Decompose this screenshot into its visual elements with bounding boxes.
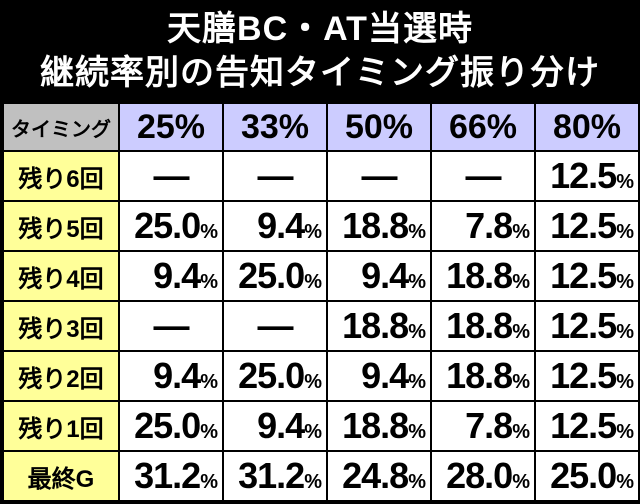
header-cell: 80%	[534, 102, 640, 152]
value-cell: 7.8%	[430, 200, 536, 252]
percent-sign: %	[304, 421, 322, 443]
value-cell: 9.4%	[222, 400, 328, 452]
value-cell: —	[222, 300, 328, 352]
table-row: 残り3回 — —18.8% 18.8% 12.5%	[2, 300, 640, 352]
percent-sign: %	[512, 421, 530, 443]
percent-sign: %	[512, 471, 530, 493]
value-cell: 18.8%	[326, 400, 432, 452]
value-cell: 9.4%	[326, 250, 432, 302]
percent-sign: %	[304, 271, 322, 293]
value-cell: 9.4%	[118, 350, 224, 402]
table-row: 残り6回 — — — —12.5%	[2, 150, 640, 202]
percent-sign: %	[408, 271, 426, 293]
percent-sign: %	[616, 371, 634, 393]
value-cell: 31.2%	[118, 450, 224, 502]
percent-sign: %	[512, 221, 530, 243]
title-line: 天膳BC・AT当選時	[167, 10, 473, 48]
table-row: 最終G 31.2% 31.2% 24.8% 28.0% 25.0%	[2, 450, 640, 502]
table: タイミング 25% 33% 50% 66% 80% 残り6回 — — — —12.5% 残り5回 25.…	[2, 102, 640, 502]
value-cell: —	[118, 300, 224, 352]
value-cell: 12.5%	[534, 200, 640, 252]
value-cell: 18.8%	[430, 300, 536, 352]
value-cell: 18.8%	[326, 200, 432, 252]
row-label: 残り3回	[2, 300, 120, 352]
table-row: 残り4回 9.4% 25.0% 9.4% 18.8% 12.5%	[2, 250, 640, 302]
header-cell: 33%	[222, 102, 328, 152]
percent-sign: %	[408, 221, 426, 243]
row-label: 最終G	[2, 450, 120, 502]
value-cell: 9.4%	[222, 200, 328, 252]
percent-sign: %	[408, 471, 426, 493]
value-cell: 7.8%	[430, 400, 536, 452]
value-cell: —	[326, 150, 432, 202]
value-cell: 31.2%	[222, 450, 328, 502]
value-cell: 28.0%	[430, 450, 536, 502]
percent-sign: %	[616, 421, 634, 443]
value-cell: 12.5%	[534, 350, 640, 402]
value-cell: 25.0%	[222, 250, 328, 302]
header-row: タイミング 25% 33% 50% 66% 80%	[2, 102, 640, 152]
value-cell: 18.8%	[326, 300, 432, 352]
value-cell: 12.5%	[534, 250, 640, 302]
row-label: 残り1回	[2, 400, 120, 452]
table-row: 残り1回 25.0% 9.4% 18.8% 7.8% 12.5%	[2, 400, 640, 452]
percent-sign: %	[304, 221, 322, 243]
value-cell: 9.4%	[118, 250, 224, 302]
title-block: 天膳BC・AT当選時 継続率別の告知タイミング振り分け	[0, 0, 640, 102]
value-cell: 9.4%	[326, 350, 432, 402]
value-cell: 25.0%	[534, 450, 640, 502]
percent-sign: %	[200, 421, 218, 443]
percent-sign: %	[512, 321, 530, 343]
percent-sign: %	[200, 471, 218, 493]
value-cell: 12.5%	[534, 150, 640, 202]
percent-sign: %	[616, 221, 634, 243]
value-cell: 25.0%	[222, 350, 328, 402]
value-cell: 24.8%	[326, 450, 432, 502]
percent-sign: %	[408, 421, 426, 443]
header-cell: 25%	[118, 102, 224, 152]
value-cell: —	[118, 150, 224, 202]
title-line: 継続率別の告知タイミング振り分け	[40, 54, 600, 92]
value-cell: 12.5%	[534, 300, 640, 352]
row-label: 残り6回	[2, 150, 120, 202]
value-cell: —	[430, 150, 536, 202]
percent-sign: %	[616, 271, 634, 293]
percent-sign: %	[616, 321, 634, 343]
percent-sign: %	[616, 171, 634, 193]
percent-sign: %	[304, 371, 322, 393]
percent-sign: %	[408, 371, 426, 393]
percent-sign: %	[408, 321, 426, 343]
row-label: 残り5回	[2, 200, 120, 252]
header-corner: タイミング	[2, 102, 120, 152]
percent-sign: %	[304, 471, 322, 493]
percent-sign: %	[512, 371, 530, 393]
row-label: 残り2回	[2, 350, 120, 402]
value-cell: —	[222, 150, 328, 202]
header-cell: 50%	[326, 102, 432, 152]
value-cell: 18.8%	[430, 250, 536, 302]
row-label: 残り4回	[2, 250, 120, 302]
percent-sign: %	[200, 271, 218, 293]
value-cell: 18.8%	[430, 350, 536, 402]
table-row: 残り2回 9.4% 25.0% 9.4% 18.8% 12.5%	[2, 350, 640, 402]
percent-sign: %	[200, 221, 218, 243]
percent-sign: %	[616, 471, 634, 493]
value-cell: 25.0%	[118, 400, 224, 452]
value-cell: 25.0%	[118, 200, 224, 252]
header-cell: 66%	[430, 102, 536, 152]
table-row: 残り5回 25.0% 9.4% 18.8% 7.8% 12.5%	[2, 200, 640, 252]
percent-sign: %	[200, 371, 218, 393]
percent-sign: %	[512, 271, 530, 293]
value-cell: 12.5%	[534, 400, 640, 452]
